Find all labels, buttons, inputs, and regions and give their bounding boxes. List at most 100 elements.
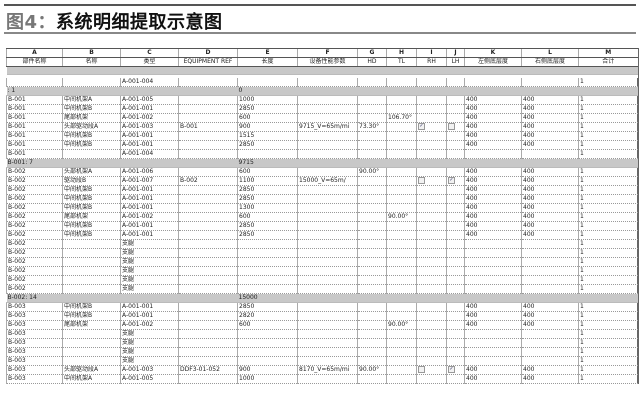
cell-h[interactable] xyxy=(386,374,417,384)
cell-f[interactable] xyxy=(297,248,358,258)
cell-e[interactable]: 2850 xyxy=(237,140,298,150)
cell-d[interactable]: DDF3-01-052 xyxy=(178,365,238,375)
cell-i[interactable] xyxy=(416,329,447,339)
cell-f[interactable] xyxy=(297,284,358,294)
cell-d[interactable] xyxy=(178,374,238,384)
cell-f[interactable] xyxy=(297,302,358,312)
cell-b[interactable] xyxy=(62,275,121,285)
cell-m[interactable]: 1 xyxy=(578,149,638,159)
cell-i[interactable] xyxy=(416,140,447,150)
cell-a[interactable]: B-001 xyxy=(6,131,63,141)
cell-h[interactable]: 90.00° xyxy=(386,212,417,222)
cell-e[interactable]: 600 xyxy=(237,167,298,177)
cell-c[interactable]: A-001-001 xyxy=(120,230,179,240)
cell-c[interactable]: 支腿 xyxy=(120,284,179,294)
cell-l[interactable] xyxy=(521,338,579,348)
cell-i[interactable] xyxy=(416,338,447,348)
cell-j[interactable] xyxy=(446,329,465,339)
cell-k[interactable]: 400 xyxy=(464,311,522,321)
cell-h[interactable] xyxy=(386,275,417,285)
cell-e[interactable]: 600 xyxy=(237,320,298,330)
cell-b[interactable]: 驱动段B xyxy=(62,176,121,186)
column-header-cell[interactable]: I xyxy=(416,48,447,58)
cell-g[interactable] xyxy=(357,113,387,123)
cell-b[interactable]: 尾部机架 xyxy=(62,212,121,222)
cell-k[interactable]: 400 xyxy=(464,194,522,204)
cell-j[interactable] xyxy=(446,338,465,348)
cell-h[interactable] xyxy=(386,176,417,186)
cell-a[interactable]: B-002 xyxy=(6,257,63,267)
cell-d[interactable] xyxy=(178,194,238,204)
cell-c[interactable]: A-001-001 xyxy=(120,185,179,195)
column-header-cell[interactable]: 部件名称 xyxy=(6,57,63,67)
cell-h[interactable] xyxy=(386,203,417,213)
cell-d[interactable] xyxy=(178,239,238,249)
cell-h[interactable] xyxy=(386,95,417,105)
cell-d[interactable] xyxy=(178,347,238,357)
cell-g[interactable] xyxy=(357,311,387,321)
cell-e[interactable] xyxy=(237,266,298,276)
cell-e[interactable]: 2850 xyxy=(237,302,298,312)
cell-h[interactable] xyxy=(386,365,417,375)
cell-l[interactable] xyxy=(521,257,579,267)
cell-l[interactable]: 400 xyxy=(521,95,579,105)
cell-g[interactable] xyxy=(357,284,387,294)
cell-a[interactable]: B-003 xyxy=(6,365,63,375)
cell-b[interactable]: 中间机架B xyxy=(62,194,121,204)
cell-m[interactable]: 1 xyxy=(578,302,638,312)
cell-d[interactable] xyxy=(178,329,238,339)
cell-c[interactable]: A-001-001 xyxy=(120,311,179,321)
cell-b[interactable]: 中间机架B xyxy=(62,230,121,240)
cell-j[interactable] xyxy=(446,203,465,213)
cell-d[interactable] xyxy=(178,78,238,87)
cell-b[interactable] xyxy=(62,149,121,159)
cell-b[interactable]: 头部机架A xyxy=(62,167,121,177)
cell-m[interactable]: 1 xyxy=(578,203,638,213)
cell-f[interactable] xyxy=(297,104,358,114)
cell-i[interactable] xyxy=(416,311,447,321)
column-header-cell[interactable]: 长度 xyxy=(237,57,298,67)
cell-a[interactable]: B-002 xyxy=(6,275,63,285)
cell-i[interactable] xyxy=(416,302,447,312)
cell-a[interactable]: B-001 xyxy=(6,95,63,105)
column-header-cell[interactable]: EQUIPMENT REF xyxy=(178,57,238,67)
cell-k[interactable] xyxy=(464,275,522,285)
cell-j[interactable] xyxy=(446,248,465,258)
cell-h[interactable] xyxy=(386,149,417,159)
cell-m[interactable]: 1 xyxy=(578,212,638,222)
cell-d[interactable] xyxy=(178,95,238,105)
cell-h[interactable] xyxy=(386,347,417,357)
cell-g[interactable] xyxy=(357,257,387,267)
cell-f[interactable] xyxy=(297,194,358,204)
cell-l[interactable]: 400 xyxy=(521,140,579,150)
cell-a[interactable]: B-001 xyxy=(6,122,63,132)
cell-b[interactable]: 中间机架B xyxy=(62,140,121,150)
cell-a[interactable]: B-003 xyxy=(6,320,63,330)
cell-b[interactable]: 中间机架B xyxy=(62,203,121,213)
cell-c[interactable]: 支腿 xyxy=(120,248,179,258)
cell-c[interactable]: 支腿 xyxy=(120,356,179,366)
cell-l[interactable]: 400 xyxy=(521,230,579,240)
cell-e[interactable]: 600 xyxy=(237,113,298,123)
cell-j[interactable] xyxy=(446,78,465,87)
cell-i[interactable] xyxy=(416,131,447,141)
cell-k[interactable]: 400 xyxy=(464,95,522,105)
column-header-cell[interactable]: A xyxy=(6,48,63,58)
cell-e[interactable] xyxy=(237,347,298,357)
column-header-cell[interactable]: F xyxy=(297,48,358,58)
cell-d[interactable] xyxy=(178,149,238,159)
cell-k[interactable]: 400 xyxy=(464,167,522,177)
cell-a[interactable]: B-002 xyxy=(6,248,63,258)
cell-a[interactable]: B-003 xyxy=(6,311,63,321)
cell-i[interactable] xyxy=(416,374,447,384)
cell-k[interactable] xyxy=(464,329,522,339)
cell-i[interactable] xyxy=(416,78,447,87)
cell-f[interactable] xyxy=(297,212,358,222)
cell-h[interactable] xyxy=(386,194,417,204)
cell-f[interactable] xyxy=(297,356,358,366)
cell-j[interactable] xyxy=(446,239,465,249)
cell-g[interactable] xyxy=(357,78,387,87)
cell-f[interactable] xyxy=(297,140,358,150)
cell-l[interactable]: 400 xyxy=(521,374,579,384)
cell-d[interactable] xyxy=(178,212,238,222)
